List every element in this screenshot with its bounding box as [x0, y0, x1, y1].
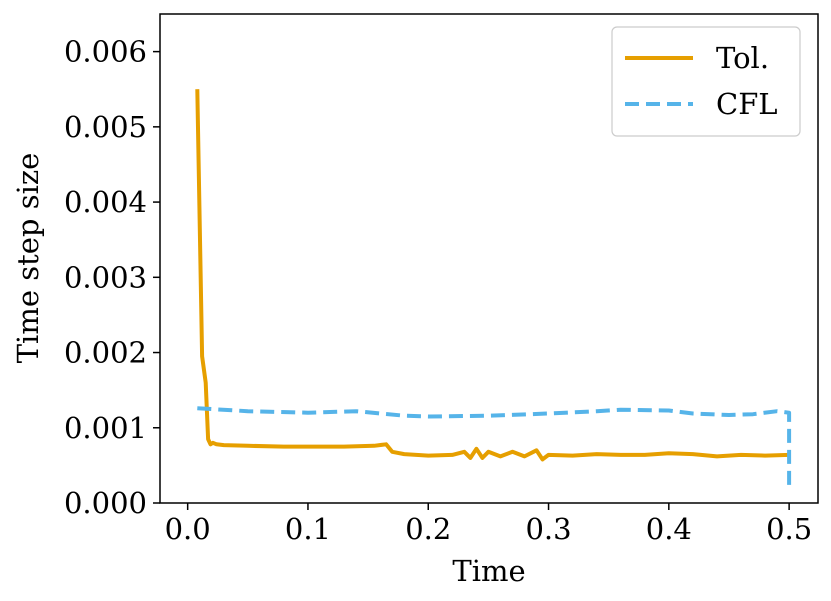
y-tick-label: 0.005 — [64, 110, 147, 144]
legend-label-tol: Tol. — [716, 41, 769, 75]
y-tick-label: 0.000 — [64, 486, 147, 520]
x-tick-label: 0.5 — [766, 512, 812, 546]
y-axis: 0.000 0.001 0.002 0.003 0.004 0.005 0.006 — [64, 35, 160, 520]
y-tick-label: 0.004 — [64, 185, 147, 219]
x-tick-label: 0.2 — [405, 512, 451, 546]
x-tick-label: 0.3 — [525, 512, 571, 546]
legend-label-cfl: CFL — [716, 87, 778, 121]
series-line-tol — [195, 89, 790, 462]
y-tick-label: 0.002 — [64, 336, 147, 370]
x-axis-label: Time — [452, 554, 525, 588]
x-axis: 0.0 0.1 0.2 0.3 0.4 0.5 — [165, 503, 812, 546]
series-layer — [195, 89, 792, 488]
x-tick-label: 0.4 — [646, 512, 692, 546]
y-tick-label: 0.001 — [64, 411, 147, 445]
series-line-cfl — [197, 406, 792, 488]
y-tick-label: 0.006 — [64, 35, 147, 69]
y-tick-label: 0.003 — [64, 260, 147, 294]
x-tick-label: 0.1 — [285, 512, 331, 546]
plot-frame — [159, 13, 819, 504]
x-tick-label: 0.0 — [165, 512, 211, 546]
legend-box — [611, 26, 801, 137]
legend: Tol. CFL — [611, 26, 801, 137]
y-axis-label: Time step size — [11, 153, 45, 364]
